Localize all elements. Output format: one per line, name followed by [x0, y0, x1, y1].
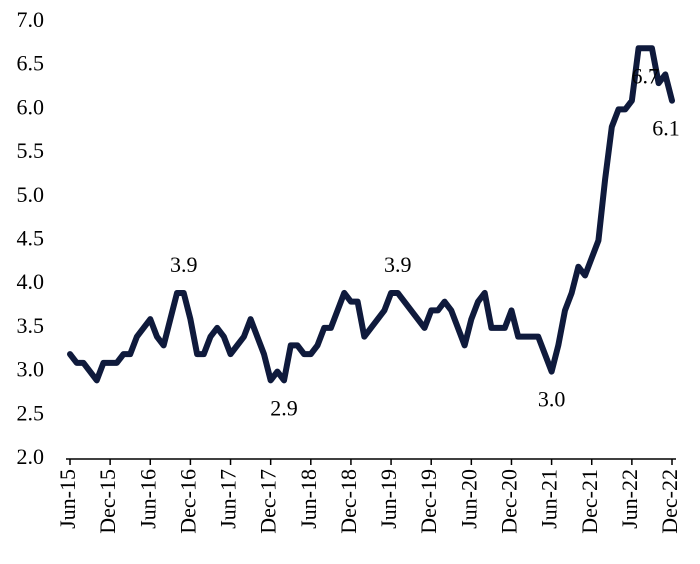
x-tick-label: Dec-15	[95, 469, 120, 534]
x-tick-label: Dec-21	[577, 469, 602, 534]
x-tick-label: Dec-18	[336, 469, 361, 534]
y-tick-label: 7.0	[17, 7, 45, 32]
data-label: 3.9	[170, 252, 198, 277]
y-tick-label: 6.0	[17, 94, 45, 119]
x-tick-label: Jun-17	[216, 469, 241, 529]
y-tick-label: 6.5	[17, 51, 45, 76]
x-tick-label: Dec-22	[657, 469, 682, 534]
x-tick-label: Jun-21	[537, 469, 562, 529]
data-label: 3.0	[538, 387, 566, 412]
x-tick-label: Jun-15	[55, 469, 80, 529]
y-tick-label: 4.5	[17, 226, 45, 251]
y-tick-label: 2.0	[17, 444, 45, 469]
y-tick-label: 5.0	[17, 182, 45, 207]
y-tick-label: 3.5	[17, 313, 45, 338]
x-tick-label: Dec-20	[497, 469, 522, 534]
x-tick-label: Jun-19	[376, 469, 401, 529]
x-tick-label: Dec-17	[256, 469, 281, 534]
line	[67, 45, 675, 384]
y-tick-label: 5.5	[17, 138, 45, 163]
data-label: 6.7	[631, 63, 659, 88]
x-tick-label: Jun-16	[135, 469, 160, 529]
y-tick-label: 4.0	[17, 269, 45, 294]
x-tick-label: Jun-20	[456, 469, 481, 529]
data-label: 6.1	[652, 116, 680, 141]
data-label: 2.9	[270, 395, 298, 420]
x-tick-label: Dec-16	[175, 469, 200, 534]
data-label: 3.9	[384, 252, 412, 277]
x-tick-label: Jun-22	[617, 469, 642, 529]
x-tick-label: Dec-19	[416, 469, 441, 534]
y-tick-label: 2.5	[17, 400, 45, 425]
y-tick-label: 3.0	[17, 357, 45, 382]
x-tick-label: Jun-18	[296, 469, 321, 529]
